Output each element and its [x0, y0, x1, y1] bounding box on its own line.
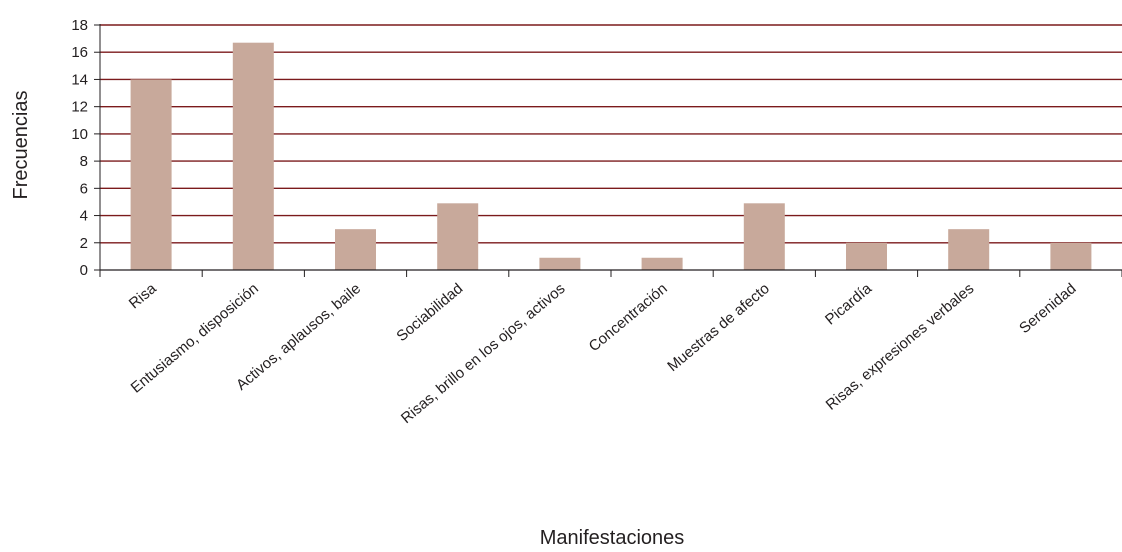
x-category-label: Risas, brillo en los ojos, activos: [398, 280, 569, 427]
x-category-label: Muestras de afecto: [664, 280, 773, 375]
y-tick-label: 12: [71, 99, 88, 116]
y-tick-label: 10: [71, 126, 88, 143]
x-axis-title: Manifestaciones: [540, 527, 685, 549]
axes: [94, 24, 1122, 277]
bar: [743, 203, 785, 270]
y-tick-label: 0: [80, 262, 88, 279]
y-tick-label: 2: [80, 235, 88, 252]
bar: [335, 229, 376, 270]
bar: [232, 42, 274, 270]
y-tick-label: 4: [80, 208, 88, 225]
x-category-label: Concentración: [586, 280, 671, 355]
bar: [539, 257, 581, 270]
bar: [437, 203, 479, 270]
bar: [948, 229, 990, 270]
x-category-label: Serenidad: [1016, 280, 1079, 337]
bars: [130, 42, 1092, 270]
y-axis-title: Frecuencias: [10, 91, 32, 200]
y-tick-label: 16: [71, 44, 88, 61]
x-category-label: Risa: [126, 280, 160, 313]
bar: [1050, 242, 1092, 270]
y-tick-label: 8: [80, 153, 88, 170]
bar: [846, 242, 887, 270]
y-tick-label: 18: [71, 17, 88, 34]
y-tick-label: 14: [71, 71, 88, 88]
x-category-label: Sociabilidad: [393, 280, 466, 345]
y-tick-labels: 0 2 4 6 8 10 12 14 16 18: [71, 17, 88, 279]
x-category-label: Picardía: [822, 280, 876, 329]
y-tick-label: 6: [80, 180, 88, 197]
bar: [641, 257, 683, 270]
bar: [130, 79, 172, 270]
